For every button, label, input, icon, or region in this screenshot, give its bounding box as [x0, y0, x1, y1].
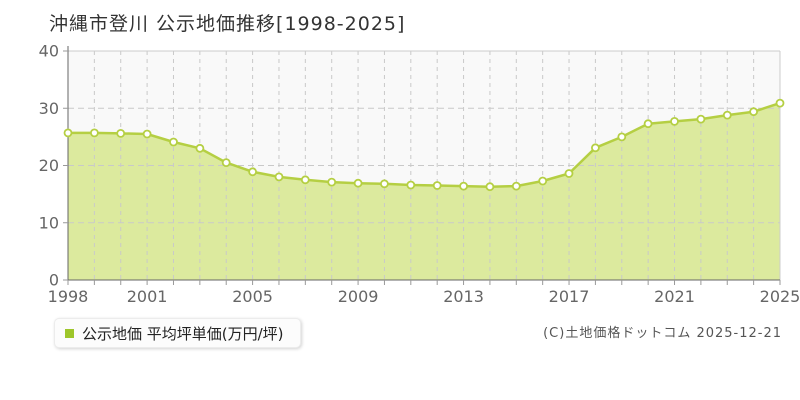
data-point-2009: [353, 178, 363, 188]
data-point-2019: [617, 132, 627, 142]
x-axis-label-2009: 2009: [338, 287, 379, 306]
series-line: [68, 101, 781, 188]
y-axis-label-10: 10: [39, 213, 59, 232]
data-point-2023: [722, 110, 732, 120]
chart-svg: 1998 2001 2005 2009 2013 2017 2021 2025 0 10 20 30 4…: [39, 42, 800, 307]
data-point-2005: [248, 167, 258, 177]
data-point-2020: [643, 119, 653, 129]
data-point-2007: [300, 175, 310, 185]
price-trend-chart: 1998 2001 2005 2009 2013 2017 2021 2025 0 10 20 30 4…: [39, 42, 800, 307]
data-point-1999: [90, 128, 99, 138]
area-fill: [68, 103, 780, 280]
legend-label: 公示地価 平均坪単価(万円/坪): [82, 324, 284, 343]
data-point-2008: [327, 177, 337, 187]
x-axis-label-2013: 2013: [443, 287, 484, 306]
data-point-2011: [406, 180, 416, 190]
y-axis-label-40: 40: [39, 42, 59, 61]
data-point-2003: [195, 143, 205, 153]
y-axis-label-20: 20: [39, 156, 59, 175]
data-point-2021: [670, 117, 679, 126]
y-axis-label-30: 30: [39, 99, 59, 118]
x-axis-label-2005: 2005: [232, 287, 273, 306]
data-point-2022: [696, 114, 706, 124]
chart-title: 沖縄市登川 公示地価推移[1998-2025]: [49, 13, 406, 35]
data-point-2016: [538, 176, 548, 186]
data-point-2012: [432, 181, 442, 190]
y-axis-label-0: 0: [49, 271, 59, 290]
data-point-2010: [379, 179, 389, 189]
data-point-2018: [591, 143, 600, 153]
data-point-2000: [116, 128, 126, 138]
x-axis-label-1998: 1998: [48, 287, 89, 306]
data-point-2001: [142, 129, 152, 139]
x-axis-label-2001: 2001: [127, 287, 168, 306]
data-point-2006: [274, 172, 284, 182]
data-point-2013: [459, 181, 469, 191]
legend: 公示地価 平均坪単価(万円/坪): [54, 318, 301, 348]
x-axis-label-2025: 2025: [760, 287, 800, 306]
legend-marker-square: [65, 328, 74, 338]
data-point-1998: [63, 128, 73, 138]
data-point-2014: [485, 182, 495, 192]
data-point-2025: [775, 98, 785, 108]
x-axis-label-2021: 2021: [654, 287, 695, 306]
data-point-2024: [749, 107, 758, 117]
data-point-2002: [169, 137, 178, 147]
x-axis-label-2017: 2017: [549, 287, 590, 306]
copyright-text: (C)土地価格ドットコム 2025-12-21: [543, 326, 782, 341]
data-point-2015: [511, 181, 521, 191]
data-point-2017: [564, 169, 574, 178]
data-point-2004: [221, 158, 231, 168]
